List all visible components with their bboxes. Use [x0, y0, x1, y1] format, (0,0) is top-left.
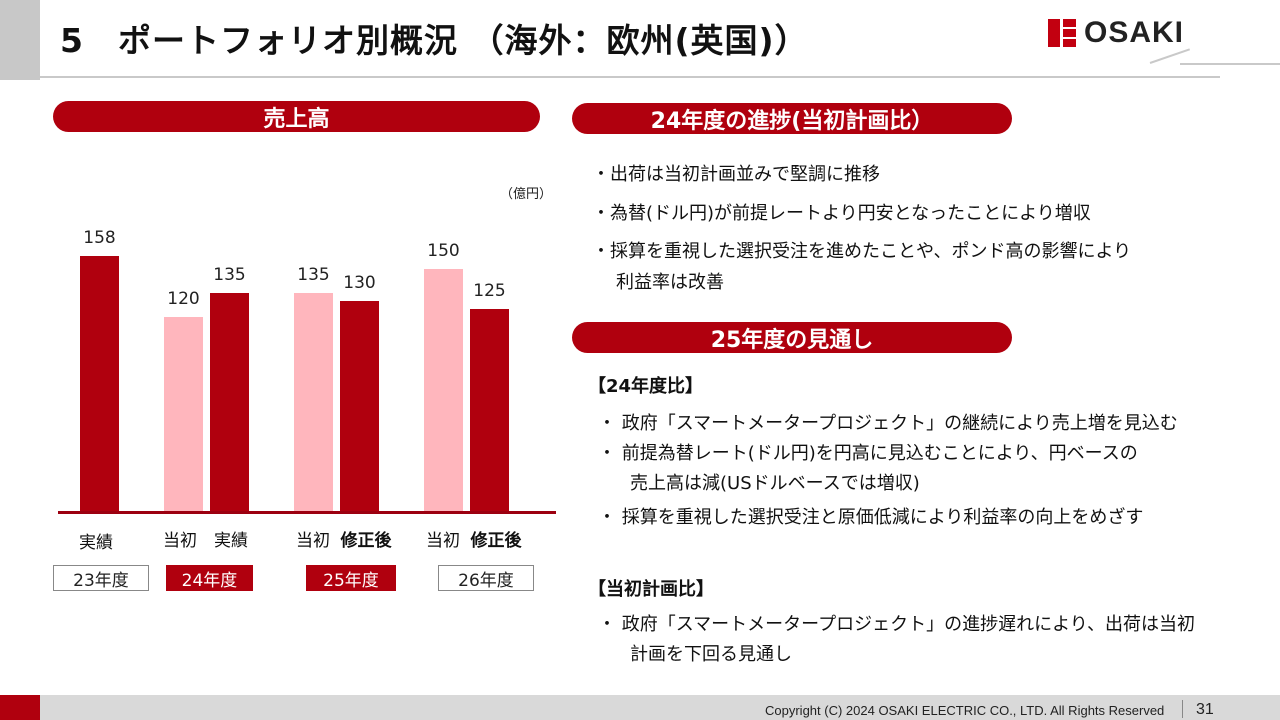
- unit-label: （億円）: [500, 187, 553, 202]
- page-title: 5 ポートフォリオ別概況 （海外：欧州(英国)）: [60, 21, 809, 60]
- logo-mark-icon: [1048, 19, 1076, 47]
- bar-category-label: 当初: [163, 531, 197, 551]
- bar-25年度-当初: [294, 293, 333, 511]
- outlook-pill: 25年度の見通し: [572, 322, 1012, 353]
- year-label-25年度: 25年度: [306, 565, 396, 591]
- bar-value-label: 158: [83, 228, 116, 248]
- copyright-text: Copyright (C) 2024 OSAKI ELECTRIC CO., L…: [765, 703, 1165, 718]
- bar-24年度-実績: [210, 293, 249, 511]
- header-accent: [0, 0, 40, 80]
- bar-value-label: 125: [473, 281, 506, 301]
- year-label-23年度: 23年度: [53, 565, 149, 591]
- bar-value-label: 120: [167, 289, 200, 309]
- footer-band: [0, 695, 1280, 720]
- bar-category-label: 修正後: [470, 531, 522, 551]
- year-label-24年度: 24年度: [166, 565, 253, 591]
- bar-category-label: 当初: [296, 531, 330, 551]
- outlook-heading-plan: 【当初計画比】: [588, 579, 714, 600]
- progress-pill: 24年度の進捗(当初計画比）: [572, 103, 1012, 134]
- bar-value-label: 150: [427, 241, 460, 261]
- progress-item-3: ・採算を重視した選択受注を進めたことや、ポンド高の影響により: [592, 241, 1132, 262]
- outlook-yoy-item-2: ・ 前提為替レート(ドル円)を円高に見込むことにより、円ベースの: [598, 443, 1138, 464]
- progress-item-1: ・出荷は当初計画並みで堅調に推移: [592, 164, 880, 185]
- outlook-plan-item-1-cont: 計画を下回る見通し: [630, 644, 792, 665]
- sales-pill: 売上高: [53, 101, 540, 132]
- bar-value-label: 135: [297, 265, 330, 285]
- progress-item-3-cont: 利益率は改善: [616, 272, 724, 293]
- progress-item-2: ・為替(ドル円)が前提レートより円安となったことにより増収: [592, 203, 1091, 224]
- outlook-yoy-item-3: ・ 採算を重視した選択受注と原価低減により利益率の向上をめざす: [598, 507, 1144, 528]
- bar-value-label: 135: [213, 265, 246, 285]
- bar-category-label: 当初: [426, 531, 460, 551]
- bar-category-label: 実績: [214, 531, 248, 551]
- bar-category-label: 実績: [79, 533, 113, 553]
- outlook-yoy-item-2-cont: 売上高は減(USドルベースでは増収): [630, 473, 920, 494]
- outlook-plan-item-1: ・ 政府「スマートメータープロジェクト」の進捗遅れにより、出荷は当初: [598, 614, 1196, 635]
- footer-separator: [1182, 700, 1183, 718]
- bar-category-label: 修正後: [340, 531, 392, 551]
- outlook-heading-yoy: 【24年度比】: [588, 376, 704, 397]
- page-number: 31: [1196, 701, 1214, 718]
- logo-text: OSAKI: [1084, 16, 1185, 49]
- bar-25年度-修正後: [340, 301, 379, 511]
- bar-23年度-実績: [80, 256, 119, 511]
- header-divider: [40, 76, 1220, 78]
- bar-26年度-修正後: [470, 309, 509, 511]
- company-logo: OSAKI: [1048, 16, 1184, 50]
- bar-26年度-当初: [424, 269, 463, 511]
- header-divider-right: [1180, 63, 1280, 65]
- year-label-26年度: 26年度: [438, 565, 534, 591]
- bar-value-label: 130: [343, 273, 376, 293]
- footer-accent: [0, 695, 40, 720]
- bar-24年度-当初: [164, 317, 203, 511]
- chart-baseline: [58, 511, 556, 514]
- outlook-yoy-item-1: ・ 政府「スマートメータープロジェクト」の継続により売上増を見込む: [598, 413, 1178, 434]
